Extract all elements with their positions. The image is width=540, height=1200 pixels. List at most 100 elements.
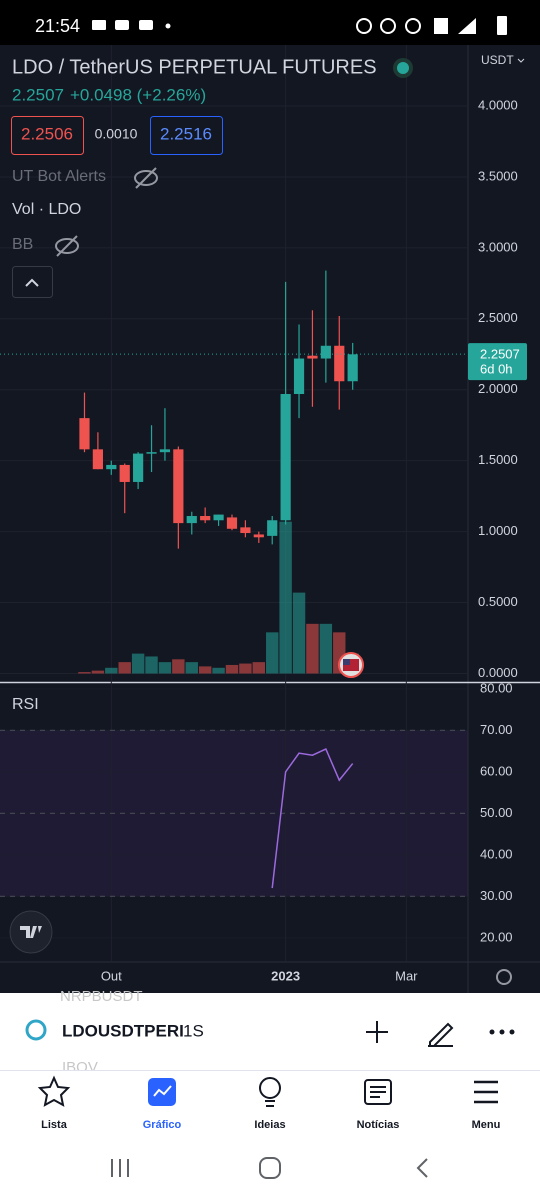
market-status-dot [397,62,409,74]
y-tick-label: 60.00 [480,763,513,778]
nav-icon-mark [370,1086,386,1098]
nav-label[interactable]: Gráfico [143,1119,182,1131]
volume-bar [212,667,225,674]
settings-icon[interactable] [496,969,512,985]
event-flag-icon [343,659,350,665]
y-tick-label: 1.0000 [478,523,518,538]
add-icon[interactable] [366,1021,388,1043]
candle-body [226,517,238,529]
symbol-title: LDO / TetherUS PERPETUAL FUTURES [12,56,377,78]
candle-body [240,527,251,534]
home-button[interactable] [259,1157,281,1179]
hide-icon[interactable] [134,167,158,189]
nav-label[interactable]: Lista [41,1119,68,1131]
nav-label[interactable]: Menu [472,1119,501,1131]
more-icon[interactable] [489,1029,515,1035]
icon [434,18,448,34]
back-button[interactable] [416,1158,428,1178]
y-tick-label: 3.5000 [478,168,518,183]
nav-icon-mark [265,1100,275,1107]
y-tick-label: 30.00 [480,888,513,903]
candle-body [92,449,103,470]
y-tick-label: 0.5000 [478,594,518,609]
icon [458,18,476,34]
hide-icon[interactable] [55,235,79,257]
candle-body [200,516,211,521]
y-tick-label: 2.5000 [478,310,518,325]
indicator-label[interactable]: UT Bot Alerts [12,168,106,185]
sell-button[interactable] [11,116,84,155]
icon [55,238,79,254]
icon [497,16,507,35]
nav-label[interactable]: Ideias [254,1119,285,1131]
draw-icon[interactable] [428,1022,454,1047]
buy-button[interactable] [150,116,223,155]
y-tick-label: 70.00 [480,722,513,737]
volume-bar [118,662,131,674]
y-tick-label: 2.0000 [478,381,518,396]
indicator-label[interactable]: Vol · LDO [12,201,81,218]
volume-bar [225,664,239,674]
plot: 0.0000 0.5000 1.0000 1.5000 2.0000 2.5000 3.00… [0,45,527,983]
ask-price[interactable]: 2.2516 [160,124,212,143]
candle-body [334,345,345,382]
volume-bar [185,662,198,674]
x-tick-label: Mar [395,968,418,983]
rsi-label: RSI [12,696,39,713]
nav-icon[interactable] [364,1079,392,1105]
indicator-label[interactable]: BB [12,236,33,253]
icon [135,167,157,189]
candle-body [280,394,291,521]
header-price: 2.2507 [12,85,64,104]
volume-bar [306,623,319,674]
candle-body [307,355,318,359]
last-price-label: 2.2507 [480,347,520,362]
last-price-box [468,343,527,381]
volume-bar [158,662,172,674]
y-tick-label: 80.00 [480,680,513,695]
spread: 0.0010 [95,126,138,142]
candle-body [79,418,90,450]
bid-price[interactable]: 2.2506 [21,124,73,143]
volume-bar [266,632,279,674]
candle-body [119,464,130,482]
y-tick-label: 1.5000 [478,452,518,467]
volume-bar [292,592,306,674]
candle-body [146,452,157,454]
candle-body [347,354,358,382]
collapse-button[interactable] [12,266,53,298]
y-tick-label: 0.0000 [478,665,518,680]
nav-icon[interactable] [474,1080,498,1104]
nav-icon[interactable] [37,1075,71,1107]
icon [165,23,171,29]
candle-body [106,464,117,470]
candle-body [133,453,144,482]
nav-labels: Lista Gráfico Ideias Notícias Menu [41,1119,500,1131]
currency[interactable]: USDT [481,53,514,67]
toolbar [0,993,540,1070]
icon [509,1029,515,1035]
volume-bar [198,666,212,674]
nav-icon[interactable] [259,1077,281,1099]
recents-button[interactable] [111,1159,129,1177]
candle-body [173,449,184,524]
toolbar-interval[interactable]: 1S [183,1021,204,1040]
x-tick-label: Out [101,968,122,983]
volume-bar [105,667,118,674]
symbol-logo [25,1019,47,1041]
nav-icon-mark [153,1085,172,1097]
candle-body [213,514,224,521]
icon [489,1029,495,1035]
system-nav [0,1140,540,1200]
icon [405,18,421,34]
toolbar-symbol[interactable]: LDOUSDTPERI [62,1021,184,1040]
tv-logo[interactable] [9,910,53,954]
volume-bar [319,623,333,674]
y-tick-label: 50.00 [480,805,513,820]
icon [499,1029,505,1035]
nav-label[interactable]: Notícias [357,1119,400,1131]
candle-body [253,534,264,538]
tv-logo-mark [20,926,42,938]
